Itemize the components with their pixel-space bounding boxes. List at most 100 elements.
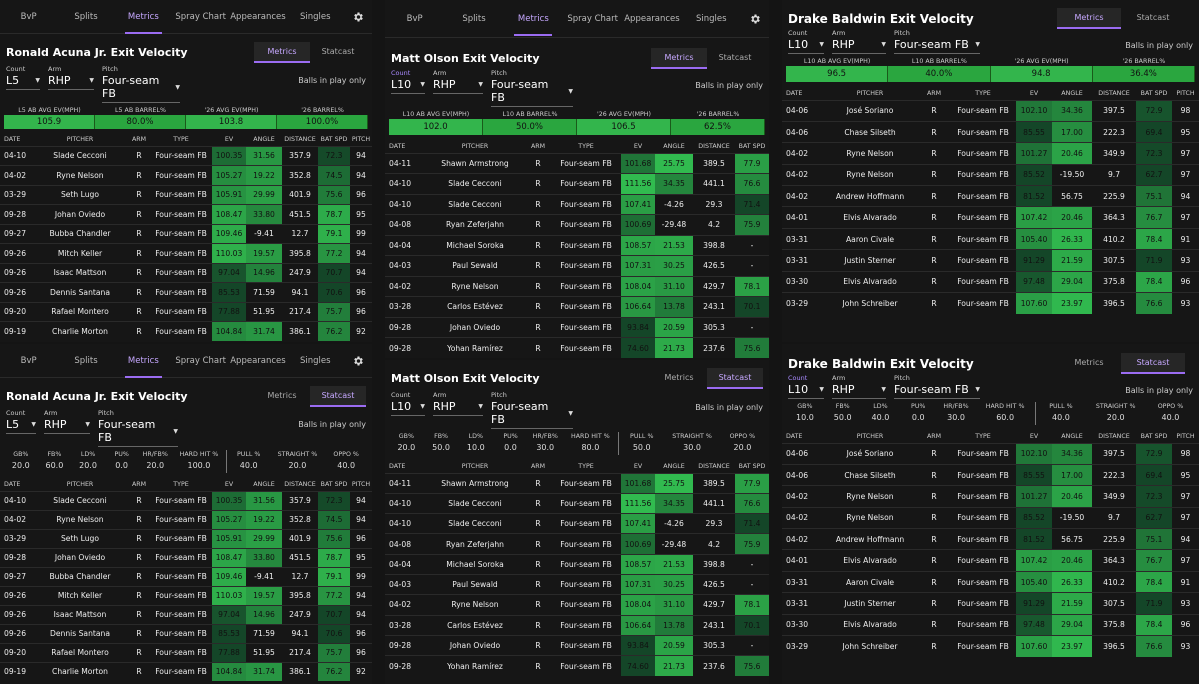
type-cell: Four-seam FB <box>150 301 212 322</box>
arm-cell: R <box>918 185 950 207</box>
metrics-toggle[interactable]: Metrics <box>254 42 310 63</box>
angle-cell: 13.78 <box>655 296 693 317</box>
metrics-toggle[interactable]: Metrics <box>1074 358 1104 367</box>
tab-bvp[interactable]: BvP <box>20 355 37 366</box>
view-toggle: Metrics Statcast <box>651 368 763 389</box>
gear-icon[interactable] <box>344 11 372 23</box>
count-select[interactable]: Count L10 ▼ <box>391 391 425 416</box>
ev-cell: 108.47 <box>212 204 246 224</box>
count-select[interactable]: Count L10 ▼ <box>788 29 824 54</box>
bat-speed-cell: 75.6 <box>735 655 769 676</box>
angle-cell: 30.25 <box>655 255 693 276</box>
table-row: 04-08 Ryan Zeferjahn R Four-seam FB 100.69 -2… <box>385 214 769 235</box>
count-select[interactable]: Count L5 ▼ <box>6 65 40 90</box>
tab-splits[interactable]: Splits <box>74 11 98 22</box>
table-row: 04-11 Shawn Armstrong R Four-seam FB 101.68 2… <box>385 472 769 494</box>
tab-spray-chart[interactable]: Spray Chart <box>567 13 618 24</box>
pitcher-cell: Andrew Hoffmann <box>822 185 918 207</box>
type-cell: Four-seam FB <box>551 173 621 194</box>
date-cell: 03-31 <box>782 227 822 250</box>
date-cell: 09-28 <box>385 316 425 338</box>
table-row: 04-10 Slade Cecconi R Four-seam FB 111.56 34.… <box>385 492 769 514</box>
table-row: 04-10 Slade Cecconi R Four-seam FB 100.35 31.… <box>0 145 372 166</box>
statcast-toggle[interactable]: Statcast <box>707 368 763 389</box>
arm-cell: R <box>918 206 950 229</box>
distance-cell: 398.8 <box>693 234 735 256</box>
statcast-toggle[interactable]: Statcast <box>1121 353 1185 374</box>
view-toggle: Metrics Statcast <box>254 386 366 407</box>
pitch-select[interactable]: Pitch Four-seam FB ▼ <box>491 391 573 429</box>
statcast-toggle[interactable]: Statcast <box>718 53 752 62</box>
angle-cell: 23.97 <box>1052 635 1092 657</box>
angle-cell: 29.99 <box>246 528 282 548</box>
count-select[interactable]: Count L5 ▼ <box>6 409 36 434</box>
arm-cell: R <box>525 316 551 338</box>
bat-speed-cell: 78.4 <box>1136 570 1172 593</box>
type-cell: Four-seam FB <box>150 321 212 341</box>
view-toggle: Metrics Statcast <box>254 42 366 63</box>
metrics-toggle[interactable]: Metrics <box>267 391 297 400</box>
tab-splits[interactable]: Splits <box>462 13 486 24</box>
metrics-toggle[interactable]: Metrics <box>1057 8 1121 29</box>
metrics-toggle[interactable]: Metrics <box>664 373 694 382</box>
tab-singles[interactable]: Singles <box>300 355 331 366</box>
arm-select[interactable]: Arm RHP ▼ <box>433 69 483 94</box>
tab-metrics[interactable]: Metrics <box>115 0 172 34</box>
ev-cell: 91.29 <box>1016 592 1052 615</box>
distance-cell: 4.2 <box>693 214 735 235</box>
table-row: 04-10 Slade Cecconi R Four-seam FB 100.35 31.… <box>0 490 372 510</box>
tab-spray-chart[interactable]: Spray Chart <box>175 11 226 22</box>
type-cell: Four-seam FB <box>950 442 1016 465</box>
tab-bvp[interactable]: BvP <box>406 13 423 24</box>
tab-appearances[interactable]: Appearances <box>230 355 286 366</box>
top-nav: BvP Splits Metrics Spray Chart Appearanc… <box>0 0 372 34</box>
gear-icon[interactable] <box>344 355 372 367</box>
arm-cell: R <box>525 573 551 595</box>
statcast-toggle[interactable]: Statcast <box>1136 13 1170 22</box>
bat-speed-cell: 72.3 <box>318 145 350 166</box>
distance-cell: 225.9 <box>1092 528 1136 550</box>
arm-select[interactable]: Arm RHP ▼ <box>433 391 483 416</box>
metrics-toggle[interactable]: Metrics <box>651 48 707 69</box>
arm-select[interactable]: Arm RHP ▼ <box>48 65 94 90</box>
tab-appearances[interactable]: Appearances <box>624 13 680 24</box>
arm-cell: R <box>918 528 950 550</box>
arm-select[interactable]: Arm RHP ▼ <box>832 29 886 54</box>
pitch-select[interactable]: Pitch Four-seam FB ▼ <box>102 65 180 103</box>
statcast-toggle[interactable]: Statcast <box>310 386 366 407</box>
tab-singles[interactable]: Singles <box>696 13 727 24</box>
arm-select[interactable]: Arm RHP ▼ <box>44 409 90 434</box>
tab-splits[interactable]: Splits <box>74 355 98 366</box>
pitch-select[interactable]: Pitch Four-seam FB ▼ <box>98 409 178 447</box>
tab-singles[interactable]: Singles <box>300 11 331 22</box>
bat-speed-cell: 76.7 <box>1136 206 1172 229</box>
bat-speed-cell: 70.6 <box>318 623 350 643</box>
date-cell: 04-10 <box>385 173 425 194</box>
pitcher-cell: José Soriano <box>822 99 918 122</box>
date-cell: 03-29 <box>0 528 32 548</box>
distance-cell: 441.1 <box>693 173 735 194</box>
arm-select[interactable]: Arm RHP ▼ <box>832 374 886 399</box>
tab-appearances[interactable]: Appearances <box>230 11 286 22</box>
tab-metrics[interactable]: Metrics <box>115 344 172 378</box>
table-row: 09-20 Rafael Montero R Four-seam FB 77.88 51.… <box>0 301 372 322</box>
type-cell: Four-seam FB <box>150 566 212 586</box>
pitch-speed-cell: 94 <box>350 490 372 510</box>
count-select[interactable]: Count L10 ▼ <box>391 69 425 94</box>
count-select[interactable]: Count L10 ▼ <box>788 374 824 399</box>
statcast-toggle[interactable]: Statcast <box>321 47 355 56</box>
arm-cell: R <box>128 145 150 166</box>
balls-in-play-label: Balls in play only <box>1125 41 1193 50</box>
pitch-select[interactable]: Pitch Four-seam FB ▼ <box>491 69 573 107</box>
tab-metrics[interactable]: Metrics <box>504 2 563 36</box>
pitch-speed-cell: 98 <box>1172 442 1199 465</box>
pitch-select[interactable]: Pitch Four-seam FB ▼ <box>894 374 980 399</box>
date-cell: 03-31 <box>782 592 822 615</box>
table-row: 09-27 Bubba Chandler R Four-seam FB 109.46 -9… <box>0 566 372 586</box>
tab-spray-chart[interactable]: Spray Chart <box>175 355 226 366</box>
tab-bvp[interactable]: BvP <box>20 11 37 22</box>
gear-icon[interactable] <box>741 13 769 25</box>
pitch-select[interactable]: Pitch Four-seam FB ▼ <box>894 29 980 54</box>
ev-cell: 102.10 <box>1016 99 1052 122</box>
summary-value: 94.8 <box>990 66 1093 82</box>
